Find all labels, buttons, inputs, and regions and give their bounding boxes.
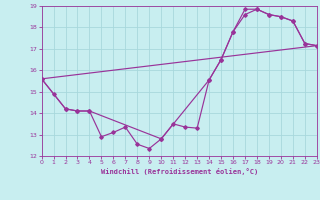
- X-axis label: Windchill (Refroidissement éolien,°C): Windchill (Refroidissement éolien,°C): [100, 168, 258, 175]
